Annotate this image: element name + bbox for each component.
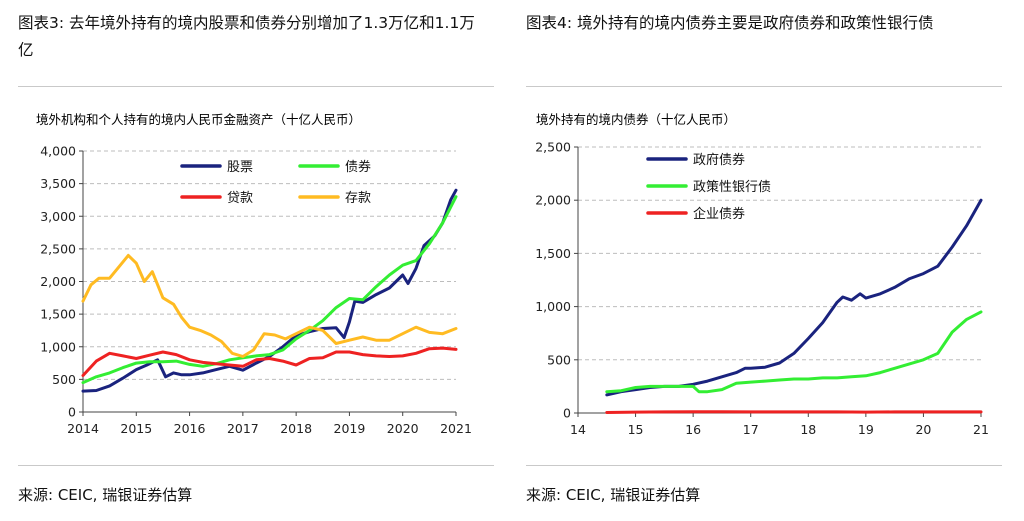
y-tick-label: 4,000	[40, 144, 76, 159]
source-note: 来源: CEIC, 瑞银证券估算	[18, 486, 193, 504]
chart-title: 境外持有的境内债券（十亿人民币）	[536, 112, 736, 127]
x-tick-label: 14	[570, 422, 586, 437]
x-tick-label: 2014	[67, 421, 99, 436]
separator-bottom	[526, 465, 1002, 466]
separator-top	[526, 86, 1002, 87]
y-tick-label: 2,000	[40, 274, 76, 289]
x-tick-label: 2016	[174, 421, 206, 436]
x-tick-label: 18	[800, 422, 816, 437]
left-figure: 图表3: 去年境外持有的境内股票和债券分别增加了1.3万亿和1.1万亿 境外机构…	[18, 0, 494, 521]
line-chart: 境外机构和个人持有的境内人民币金融资产（十亿人民币） 0 500 1,000 1,500…	[36, 112, 472, 436]
series-line	[81, 253, 458, 358]
series-line	[81, 195, 458, 385]
chart-area: 境外持有的境内债券（十亿人民币） 0 500 1,000 1,500 2,000 2,500…	[526, 96, 1002, 448]
y-tick-label: 500	[547, 352, 571, 367]
y-tick-label: 3,000	[40, 209, 76, 224]
x-tick-label: 2021	[440, 421, 472, 436]
legend-label: 存款	[345, 191, 371, 206]
x-tick-label: 20	[915, 422, 931, 437]
x-tick-label: 21	[973, 422, 989, 437]
y-tick-label: 1,000	[535, 299, 571, 314]
series-line	[605, 410, 983, 414]
x-tick-label: 17	[743, 422, 759, 437]
x-tick-label: 15	[628, 422, 644, 437]
separator-top	[18, 86, 494, 87]
right-figure: 图表4: 境外持有的境内债券主要是政府债券和政策性银行债 境外持有的境内债券（十…	[526, 0, 1002, 521]
series-line	[81, 346, 458, 377]
x-tick-label: 2020	[387, 421, 419, 436]
separator-bottom	[18, 465, 494, 466]
x-tick-label: 2017	[227, 421, 259, 436]
y-tick-label: 0	[68, 405, 76, 420]
y-tick-label: 1,500	[40, 307, 76, 322]
series-line	[605, 198, 983, 397]
y-tick-label: 3,500	[40, 176, 76, 191]
x-tick-label: 2019	[334, 421, 366, 436]
x-tick-label: 2015	[120, 421, 152, 436]
source-note: 来源: CEIC, 瑞银证券估算	[526, 486, 701, 504]
figure-caption: 图表3: 去年境外持有的境内股票和债券分别增加了1.3万亿和1.1万亿	[18, 14, 475, 59]
line-chart: 境外持有的境内债券（十亿人民币） 0 500 1,000 1,500 2,000 2,500…	[535, 112, 989, 437]
y-tick-label: 2,500	[40, 241, 76, 256]
y-tick-label: 1,500	[535, 246, 571, 261]
figure-caption: 图表4: 境外持有的境内债券主要是政府债券和政策性银行债	[526, 14, 934, 32]
y-tick-label: 1,000	[40, 339, 76, 354]
y-tick-label: 2,000	[535, 193, 571, 208]
y-tick-label: 2,500	[535, 140, 571, 155]
legend-label: 贷款	[227, 191, 253, 206]
x-tick-label: 2018	[280, 421, 312, 436]
y-tick-label: 0	[563, 406, 571, 421]
legend-label: 股票	[227, 160, 253, 175]
legend-label: 政府债券	[693, 152, 745, 168]
series-line	[81, 188, 458, 393]
x-tick-label: 16	[685, 422, 701, 437]
x-tick-label: 19	[858, 422, 874, 437]
legend-label: 债券	[345, 159, 371, 175]
chart-area: 境外机构和个人持有的境内人民币金融资产（十亿人民币） 0 500 1,000 1,500…	[18, 96, 494, 448]
y-tick-label: 500	[52, 372, 76, 387]
series-line	[605, 310, 983, 394]
chart-title: 境外机构和个人持有的境内人民币金融资产（十亿人民币）	[36, 112, 361, 127]
legend-label: 政策性银行债	[693, 179, 771, 195]
legend-label: 企业债券	[693, 206, 745, 222]
